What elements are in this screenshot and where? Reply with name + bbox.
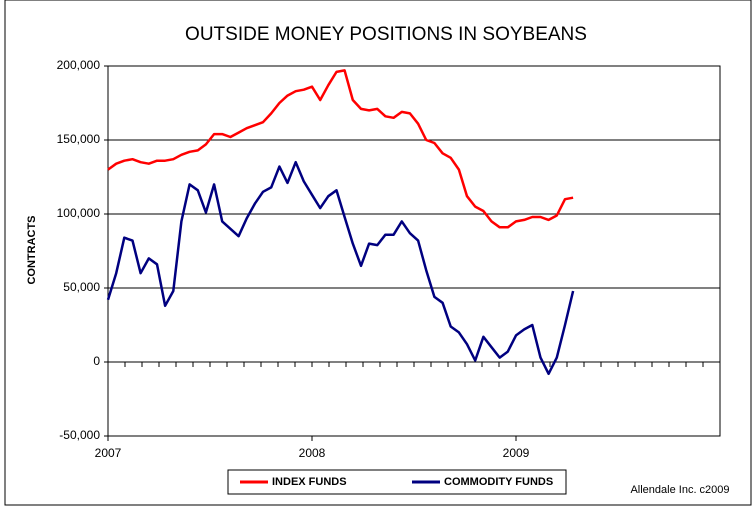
legend-box <box>227 469 567 495</box>
x-tick-label: 2008 <box>299 446 326 460</box>
legend-label: INDEX FUNDS <box>272 476 347 488</box>
y-tick-label: 150,000 <box>57 132 101 146</box>
series-line <box>107 69 574 229</box>
chart-title: OUTSIDE MONEY POSITIONS IN SOYBEANS <box>185 24 587 45</box>
legend-label: COMMODITY FUNDS <box>444 476 553 488</box>
y-axis-label: CONTRACTS <box>26 215 38 284</box>
x-tick-label: 2009 <box>503 446 530 460</box>
y-tick-label: 0 <box>93 354 100 368</box>
plot-area <box>107 65 721 437</box>
y-tick-label: 200,000 <box>57 58 101 72</box>
y-tick-label: 50,000 <box>63 280 100 294</box>
y-tick-label: -50,000 <box>59 428 100 442</box>
series-line <box>106 160 575 376</box>
x-tick-label: 2007 <box>95 446 122 460</box>
y-tick-label: 100,000 <box>57 206 101 220</box>
annotation: Allendale Inc. c2009 <box>630 484 729 496</box>
